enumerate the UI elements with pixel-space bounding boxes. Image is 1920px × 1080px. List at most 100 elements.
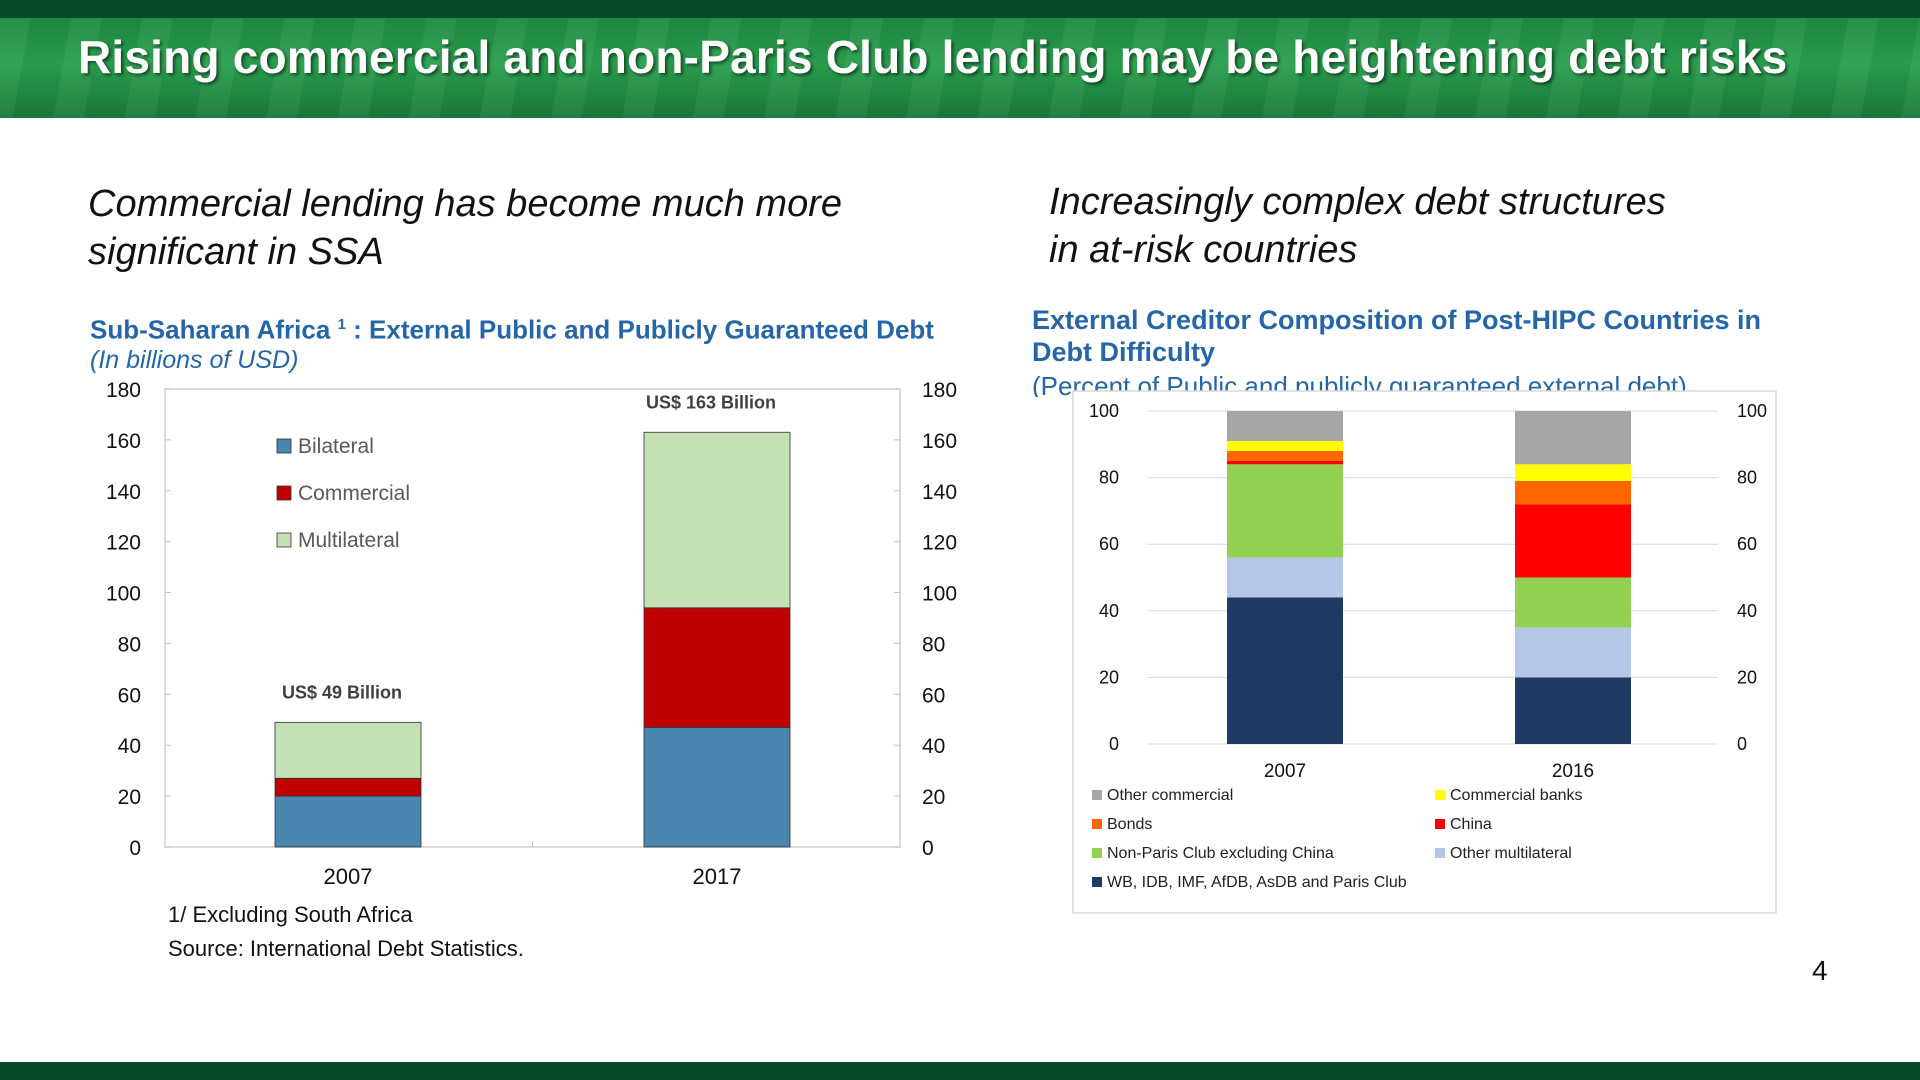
legend-swatch xyxy=(1092,790,1102,800)
bar-segment xyxy=(1515,577,1631,628)
right-chart-title-line1: External Creditor Composition of Post-HI… xyxy=(1032,305,1762,335)
title-banner: Rising commercial and non-Paris Club len… xyxy=(0,18,1920,118)
legend-swatch xyxy=(1092,848,1102,858)
right-chart-title-line2: Debt Difficulty xyxy=(1032,337,1216,367)
legend-label: Bilateral xyxy=(298,435,374,458)
bar-segment xyxy=(1227,411,1343,441)
bar-segment xyxy=(1227,440,1343,451)
y2-tick-label: 80 xyxy=(1737,468,1757,488)
y-tick-label: 60 xyxy=(118,684,141,707)
legend-swatch xyxy=(1435,819,1445,829)
legend-label: Commercial xyxy=(298,482,410,505)
x-tick-label: 2007 xyxy=(1264,761,1306,782)
y2-tick-label: 80 xyxy=(922,633,945,656)
bar-segment xyxy=(1227,557,1343,598)
bar-segment xyxy=(1515,480,1631,505)
y-tick-label: 100 xyxy=(106,583,141,606)
left-heading-line1: Commercial lending has become much more xyxy=(88,183,842,225)
legend-label: Non-Paris Club excluding China xyxy=(1107,845,1334,862)
x-tick-label: 2016 xyxy=(1552,761,1594,782)
right-chart: 0 0 20 20 40 40 60 60 80 80 100 100 2007 2016 Other co… xyxy=(1072,390,1777,914)
y-tick-label: 60 xyxy=(1099,534,1119,554)
y-tick-label: 80 xyxy=(118,633,141,656)
bar-segment xyxy=(1227,597,1343,744)
legend-swatch xyxy=(1092,877,1102,887)
bar-segment xyxy=(1515,411,1631,465)
slide-title: Rising commercial and non-Paris Club len… xyxy=(78,31,1788,83)
bar-segment xyxy=(1515,677,1631,744)
bar-segment xyxy=(643,431,791,609)
legend-label: Other commercial xyxy=(1107,787,1233,804)
bottom-rule xyxy=(0,1062,1920,1080)
footnote: 1/ Excluding South Africa xyxy=(168,902,413,927)
y2-tick-label: 0 xyxy=(1737,734,1747,754)
y2-tick-label: 20 xyxy=(922,786,945,809)
left-chart: 0 0 20 20 40 40 60 60 80 80 100 100 120 120 140 140 160 1… xyxy=(106,379,957,889)
y2-tick-label: 60 xyxy=(1737,534,1757,554)
right-heading-line2: in at-risk countries xyxy=(1049,229,1358,271)
y2-tick-label: 160 xyxy=(922,430,957,453)
total-label: US$ 49 Billion xyxy=(282,682,402,702)
legend-swatch xyxy=(1092,819,1102,829)
top-rule xyxy=(0,0,1920,18)
y-tick-label: 160 xyxy=(106,430,141,453)
legend-label: China xyxy=(1450,816,1492,833)
left-chart-subtitle: (In billions of USD) xyxy=(90,346,299,374)
banner-texture xyxy=(0,18,1920,118)
legend-swatch xyxy=(1435,848,1445,858)
y-tick-label: 180 xyxy=(106,379,141,402)
bar-segment xyxy=(1227,460,1343,465)
legend-swatch xyxy=(276,532,292,548)
bar-segment xyxy=(274,795,422,848)
bar-segment xyxy=(1515,464,1631,481)
y2-tick-label: 0 xyxy=(922,837,934,860)
y-tick-label: 40 xyxy=(1099,601,1119,621)
y-tick-label: 0 xyxy=(1109,734,1119,754)
y2-tick-label: 100 xyxy=(922,583,957,606)
legend-swatch xyxy=(276,438,292,454)
y-tick-label: 80 xyxy=(1099,468,1119,488)
x-tick-label: 2007 xyxy=(324,864,373,889)
bar-segment xyxy=(274,777,422,797)
y-tick-label: 0 xyxy=(129,837,141,860)
right-chart-title: External Creditor Composition of Post-HI… xyxy=(1032,304,1761,368)
y-tick-label: 140 xyxy=(106,481,141,504)
legend-swatch xyxy=(276,485,292,501)
legend-swatch xyxy=(1435,790,1445,800)
bar-segment xyxy=(643,727,791,848)
y2-tick-label: 120 xyxy=(922,532,957,555)
bar-segment xyxy=(1227,464,1343,558)
legend-label: Multilateral xyxy=(298,529,400,552)
left-chart-title-rest: : External Public and Publicly Guarantee… xyxy=(353,314,934,345)
chart-frame xyxy=(1072,390,1777,914)
y-tick-label: 20 xyxy=(1099,667,1119,687)
y-tick-label: 100 xyxy=(1089,401,1119,421)
right-heading-line1: Increasingly complex debt structures xyxy=(1049,181,1666,223)
y-tick-label: 120 xyxy=(106,532,141,555)
y2-tick-label: 140 xyxy=(922,481,957,504)
y-tick-label: 20 xyxy=(118,786,141,809)
x-tick-label: 2017 xyxy=(693,864,742,889)
y2-tick-label: 20 xyxy=(1737,667,1757,687)
y2-tick-label: 60 xyxy=(922,684,945,707)
right-heading: Increasingly complex debt structures in … xyxy=(1049,178,1666,274)
legend-label: Bonds xyxy=(1107,816,1152,833)
legend-label: Other multilateral xyxy=(1450,845,1572,862)
left-chart-title-footnote-mark: 1 xyxy=(337,316,346,333)
left-chart-title: Sub-Saharan Africa 1 : External Public a… xyxy=(90,309,934,346)
bar-segment xyxy=(274,721,422,779)
bar-segment xyxy=(1515,627,1631,678)
y2-tick-label: 100 xyxy=(1737,401,1767,421)
legend-label: WB, IDB, IMF, AfDB, AsDB and Paris Club xyxy=(1107,874,1407,891)
source-note: Source: International Debt Statistics. xyxy=(168,936,524,961)
left-chart-title-main: Sub-Saharan Africa xyxy=(90,314,331,345)
y-tick-label: 40 xyxy=(118,735,141,758)
left-heading: Commercial lending has become much more … xyxy=(88,180,842,276)
total-label: US$ 163 Billion xyxy=(646,392,776,412)
bar-segment xyxy=(1515,504,1631,578)
bar-segment xyxy=(1227,450,1343,461)
left-heading-line2: significant in SSA xyxy=(88,231,384,273)
page-number: 4 xyxy=(1812,955,1828,986)
y2-tick-label: 40 xyxy=(1737,601,1757,621)
bar-segment xyxy=(643,607,791,728)
